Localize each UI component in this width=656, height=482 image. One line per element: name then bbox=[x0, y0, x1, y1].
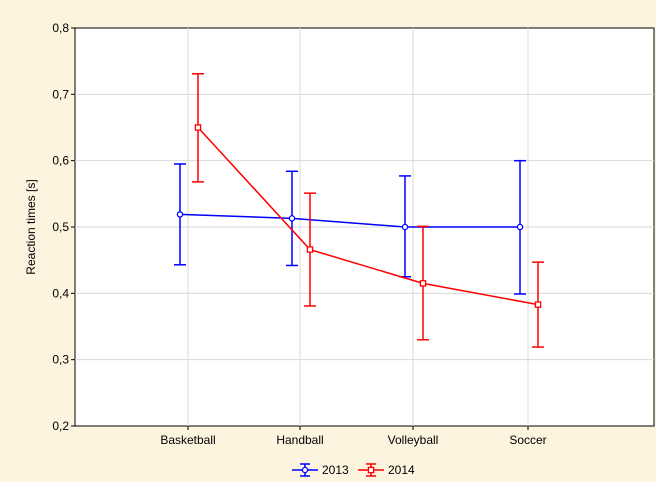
y-tick-label: 0,5 bbox=[52, 220, 69, 234]
x-tick-label: Soccer bbox=[509, 433, 546, 447]
x-tick-label: Basketball bbox=[160, 433, 215, 447]
y-tick-label: 0,3 bbox=[52, 353, 69, 367]
y-tick-label: 0,6 bbox=[52, 154, 69, 168]
series-2014 bbox=[192, 73, 544, 348]
data-point bbox=[419, 280, 427, 287]
x-tick-label: Handball bbox=[276, 433, 323, 447]
y-tick-label: 0,2 bbox=[52, 419, 69, 433]
legend: 2013 2014 bbox=[292, 463, 415, 477]
legend-item-2014: 2014 bbox=[358, 463, 415, 477]
legend-marker bbox=[301, 466, 309, 474]
y-tick-label: 0,7 bbox=[52, 87, 69, 101]
data-point bbox=[401, 223, 409, 231]
data-point bbox=[534, 301, 542, 308]
axis-ticks: 0,2 0,3 0,4 0,5 0,6 0,7 0,8 Basketball Handball V… bbox=[52, 21, 546, 447]
legend-label: 2014 bbox=[388, 463, 415, 477]
data-point bbox=[306, 246, 314, 253]
x-tick-label: Volleyball bbox=[388, 433, 439, 447]
legend-marker bbox=[367, 466, 375, 474]
series-line bbox=[197, 126, 539, 306]
legend-label: 2013 bbox=[322, 463, 349, 477]
series-2013 bbox=[174, 159, 526, 295]
series bbox=[174, 73, 544, 348]
data-point bbox=[516, 223, 524, 231]
y-axis-label: Reaction times [s] bbox=[24, 179, 38, 274]
y-tick-label: 0,4 bbox=[52, 286, 69, 300]
y-tick-label: 0,8 bbox=[52, 21, 69, 35]
data-point bbox=[288, 215, 296, 222]
data-point bbox=[176, 211, 184, 218]
series-line bbox=[179, 213, 520, 228]
grid bbox=[75, 28, 654, 426]
legend-item-2013: 2013 bbox=[292, 463, 349, 477]
data-point bbox=[194, 124, 202, 131]
